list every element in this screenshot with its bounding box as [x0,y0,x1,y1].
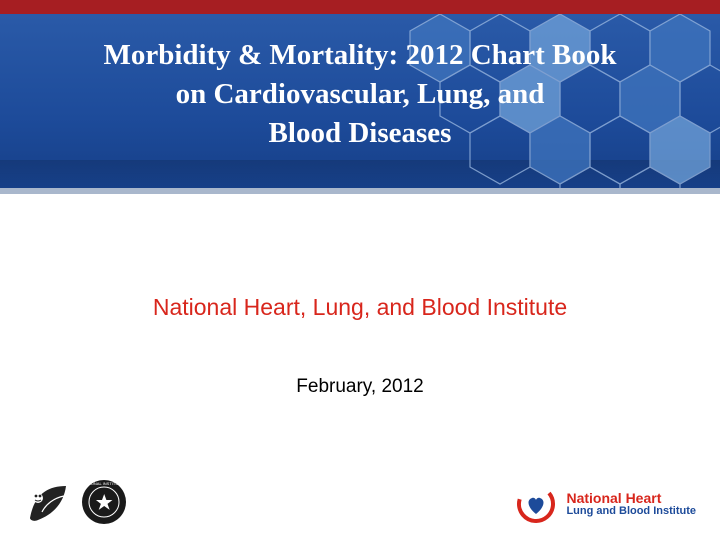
publication-date: February, 2012 [0,376,720,398]
svg-text:NATIONAL INSTITUTES: NATIONAL INSTITUTES [82,481,126,486]
header-band: Morbidity & Mortality: 2012 Chart Book o… [0,14,720,194]
nhlbi-text-line-2: Lung and Blood Institute [566,506,696,518]
title-line-1: Morbidity & Mortality: 2012 Chart Book [103,39,616,71]
hhs-seal-icon [24,478,72,526]
nih-seal-icon: NATIONAL INSTITUTES [80,478,128,526]
footer-right-logo: National Heart Lung and Blood Institute [516,484,696,524]
title-line-3: Blood Diseases [269,117,452,149]
institute-subtitle: National Heart, Lung, and Blood Institut… [0,294,720,321]
nhlbi-logo-icon [516,484,556,524]
page-title: Morbidity & Mortality: 2012 Chart Book o… [0,14,720,153]
nhlbi-text-line-1: National Heart [566,491,696,506]
top-accent-bar [0,0,720,14]
footer-left-seals: NATIONAL INSTITUTES [24,478,128,526]
footer: NATIONAL INSTITUTES National Heart Lung … [0,462,720,540]
nhlbi-text-block: National Heart Lung and Blood Institute [566,491,696,517]
title-line-2: on Cardiovascular, Lung, and [176,78,545,110]
